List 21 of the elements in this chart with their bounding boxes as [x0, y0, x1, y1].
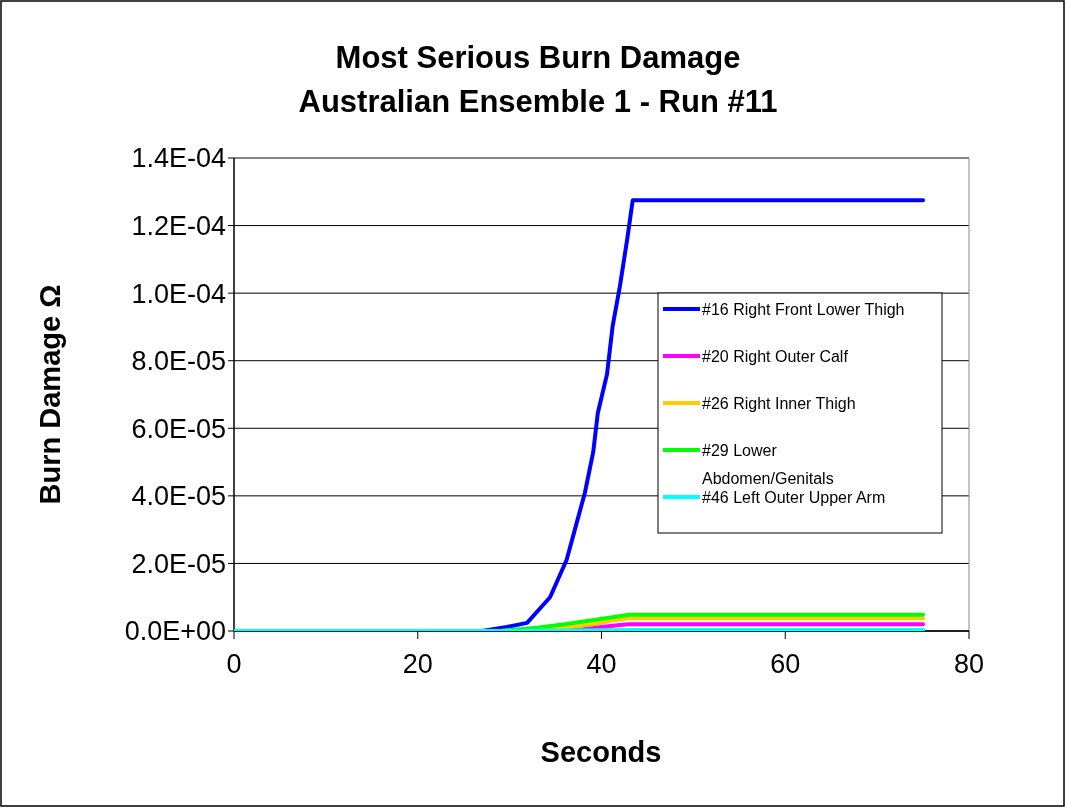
x-tick-label: 40: [586, 649, 617, 679]
legend-label: #20 Right Outer Calf: [702, 347, 849, 365]
x-tick-label: 20: [402, 649, 433, 679]
x-axis-title: Seconds: [540, 736, 662, 768]
x-tick-label: 60: [770, 649, 801, 679]
chart-title: Most Serious Burn Damage Australian Ensemble 1 - Run #11: [298, 40, 778, 119]
legend-label: #29 Lower Abdomen/Genitals: [702, 441, 834, 488]
x-tick-label: 80: [953, 649, 985, 679]
y-tick-label: 1.2E-04: [131, 211, 226, 242]
y-tick-label: 1.0E-04: [131, 278, 226, 309]
legend-label: #46 Left Outer Upper Arm: [702, 488, 886, 506]
y-tick-label: 1.4E-04: [131, 143, 226, 174]
y-tick-label: 0.0E+00: [124, 616, 226, 647]
y-tick-label: 4.0E-05: [131, 481, 226, 512]
y-tick-label: 8.0E-05: [131, 346, 226, 377]
y-axis-title: Burn Damage Ω: [34, 284, 66, 505]
legend-label: #26 Right Inner Thigh: [702, 394, 856, 412]
y-tick-label: 2.0E-05: [131, 548, 226, 579]
legend-label: #16 Right Front Lower Thigh: [702, 300, 905, 318]
y-tick-label: 6.0E-05: [131, 413, 226, 444]
x-tick-label: 0: [226, 649, 242, 679]
